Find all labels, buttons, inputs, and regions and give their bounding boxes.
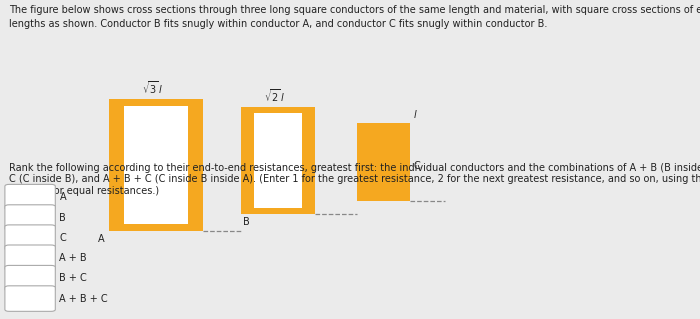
Text: C (C inside B), and A + B + C (C inside B inside A). (Enter 1 for the greatest r: C (C inside B), and A + B + C (C inside …: [9, 174, 700, 184]
FancyBboxPatch shape: [5, 265, 55, 291]
Text: lengths as shown. Conductor B fits snugly within conductor A, and conductor C fi: lengths as shown. Conductor B fits snugl…: [9, 19, 547, 29]
Text: Rank the following according to their end-to-end resistances, greatest first: th: Rank the following according to their en…: [9, 163, 700, 173]
Bar: [241, 107, 315, 214]
FancyBboxPatch shape: [5, 225, 55, 250]
Text: $l$: $l$: [413, 108, 418, 120]
Text: C: C: [413, 161, 420, 171]
Text: The figure below shows cross sections through three long square conductors of th: The figure below shows cross sections th…: [9, 5, 700, 15]
Text: C: C: [60, 233, 66, 243]
Text: $\sqrt{3}\,l$: $\sqrt{3}\,l$: [141, 79, 162, 96]
Text: A + B + C: A + B + C: [60, 293, 108, 304]
Text: number for equal resistances.): number for equal resistances.): [9, 186, 159, 196]
Bar: [108, 99, 203, 231]
Text: B: B: [243, 217, 250, 227]
Text: $\sqrt{2}\,l$: $\sqrt{2}\,l$: [263, 87, 284, 104]
FancyBboxPatch shape: [5, 245, 55, 271]
FancyBboxPatch shape: [5, 286, 55, 311]
Bar: [124, 106, 188, 224]
Text: A + B: A + B: [60, 253, 87, 263]
Text: A: A: [99, 234, 105, 244]
Bar: [357, 123, 410, 201]
Text: B + C: B + C: [60, 273, 88, 283]
FancyBboxPatch shape: [5, 184, 55, 210]
Text: B: B: [60, 212, 66, 223]
Text: A: A: [60, 192, 66, 202]
Bar: [254, 113, 302, 208]
FancyBboxPatch shape: [5, 205, 55, 230]
